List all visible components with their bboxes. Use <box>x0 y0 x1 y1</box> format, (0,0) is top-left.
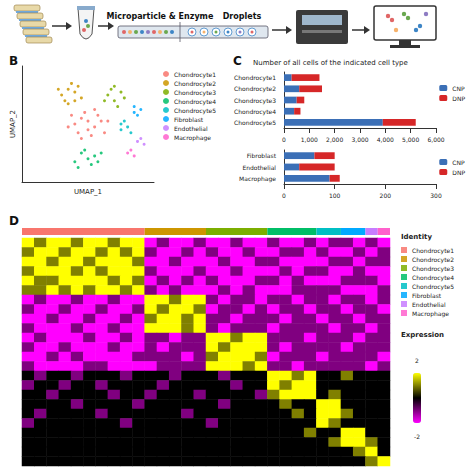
svg-text:Identity: Identity <box>401 233 432 241</box>
svg-text:Fibroblast: Fibroblast <box>412 292 442 299</box>
svg-text:Fibroblast: Fibroblast <box>174 116 204 123</box>
svg-text:300: 300 <box>430 192 442 199</box>
svg-text:Expression: Expression <box>401 331 444 339</box>
svg-text:B: B <box>9 54 18 68</box>
svg-text:-2: -2 <box>414 433 420 440</box>
svg-text:200: 200 <box>380 192 392 199</box>
svg-text:DNP: DNP <box>452 169 465 176</box>
svg-text:UMAP_1: UMAP_1 <box>74 188 102 196</box>
svg-text:4,000: 4,000 <box>377 136 394 143</box>
svg-text:Chondrocyte5: Chondrocyte5 <box>174 107 216 115</box>
svg-text:D: D <box>9 214 19 228</box>
svg-text:5,000: 5,000 <box>402 136 419 143</box>
svg-text:Number of all cells of the ind: Number of all cells of the indicated cel… <box>253 59 408 67</box>
svg-text:Droplets: Droplets <box>223 12 262 21</box>
svg-text:Fibroblast: Fibroblast <box>247 152 277 159</box>
svg-text:Chondrocyte1: Chondrocyte1 <box>412 247 454 255</box>
svg-text:Endothelial: Endothelial <box>242 164 276 171</box>
svg-text:Chondrocyte3: Chondrocyte3 <box>174 89 216 97</box>
svg-text:Microparticle & Enzyme: Microparticle & Enzyme <box>107 12 214 21</box>
svg-text:1,000: 1,000 <box>301 136 318 143</box>
svg-text:DNP: DNP <box>452 95 465 102</box>
svg-text:3,000: 3,000 <box>351 136 368 143</box>
svg-text:Chondrocyte5: Chondrocyte5 <box>412 283 454 291</box>
svg-text:Chondrocyte4: Chondrocyte4 <box>234 108 276 116</box>
svg-text:Chondrocyte5: Chondrocyte5 <box>234 119 276 127</box>
svg-text:Chondrocyte1: Chondrocyte1 <box>174 71 216 79</box>
svg-text:Macrophage: Macrophage <box>239 175 276 183</box>
svg-text:Chondrocyte3: Chondrocyte3 <box>234 97 276 105</box>
svg-text:Chondrocyte1: Chondrocyte1 <box>234 74 276 82</box>
svg-text:6,000: 6,000 <box>427 136 444 143</box>
svg-text:Chondrocyte2: Chondrocyte2 <box>234 85 276 93</box>
svg-text:UMAP_2: UMAP_2 <box>9 110 17 138</box>
svg-text:Chondrocyte4: Chondrocyte4 <box>412 274 454 282</box>
svg-text:Endothelial: Endothelial <box>412 301 446 308</box>
svg-text:Chondrocyte2: Chondrocyte2 <box>412 256 454 264</box>
svg-text:Chondrocyte3: Chondrocyte3 <box>412 265 454 273</box>
svg-text:Macrophage: Macrophage <box>412 310 449 318</box>
svg-text:0: 0 <box>282 136 286 143</box>
svg-text:Macrophage: Macrophage <box>174 134 211 142</box>
svg-text:0: 0 <box>282 192 286 199</box>
svg-text:2: 2 <box>415 357 419 364</box>
svg-text:2,000: 2,000 <box>326 136 343 143</box>
svg-text:CNP: CNP <box>452 85 465 92</box>
svg-text:100: 100 <box>329 192 341 199</box>
svg-text:CNP: CNP <box>452 159 465 166</box>
svg-text:C: C <box>233 54 242 68</box>
svg-text:Endothelial: Endothelial <box>174 125 208 132</box>
svg-text:Chondrocyte4: Chondrocyte4 <box>174 98 216 106</box>
svg-text:Chondrocyte2: Chondrocyte2 <box>174 80 216 88</box>
